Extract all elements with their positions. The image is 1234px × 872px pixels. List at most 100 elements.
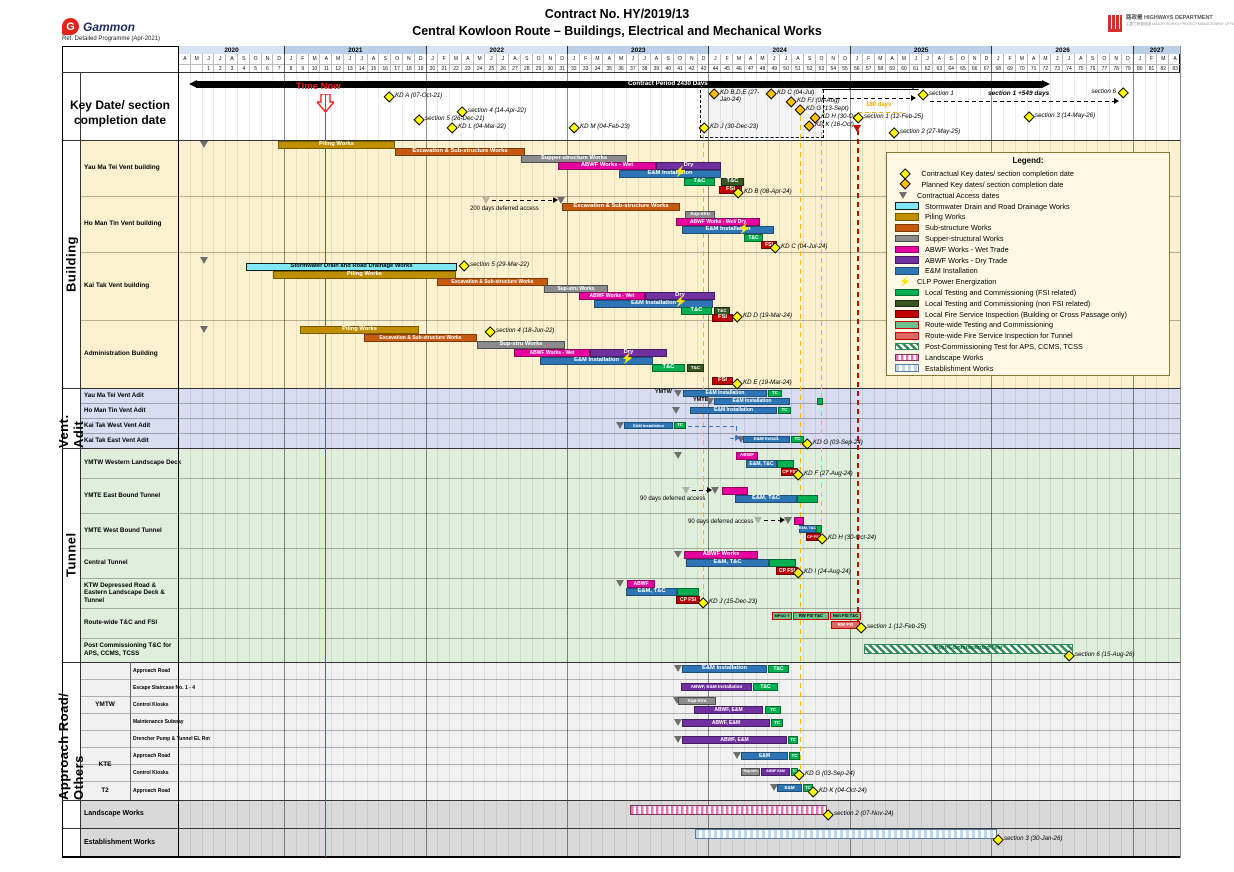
month-cell: A [885, 54, 898, 64]
month-number-cell: 13 [343, 64, 356, 73]
month-cell: J [637, 54, 651, 64]
gantt-bar-em: E&M Installation [540, 357, 653, 365]
month-number-cell: 16 [378, 64, 392, 73]
month-cell: S [236, 54, 250, 64]
month-cell: J [1062, 54, 1075, 64]
month-gridline [201, 72, 203, 858]
subgroup-label-ymtw: YMTW [95, 701, 115, 708]
key-date-row-label: Key Date/ section completion date [69, 98, 171, 127]
month-gridline [1050, 72, 1052, 858]
month-cell: O [814, 54, 828, 64]
month-cell: A [319, 54, 332, 64]
month-cell: J [484, 54, 497, 64]
gantt-bar-em: E&M, T&C [626, 588, 677, 596]
month-number-cell: 27 [508, 64, 521, 73]
row-separator [80, 578, 1180, 579]
band-separator [62, 140, 1180, 141]
year-cell: 2023 [567, 46, 709, 54]
year-gridline [567, 46, 568, 858]
row-label: Approach Road [133, 667, 171, 674]
month-number-cell: 83 [1168, 64, 1181, 73]
year-cell: 2025 [849, 46, 992, 54]
month-cell: M [590, 54, 604, 64]
bottom-border [62, 856, 1180, 858]
year-cell: 2026 [991, 46, 1133, 54]
gantt-bar-dry: ABWF, E&M [682, 719, 770, 727]
month-gridline [331, 72, 333, 858]
month-gridline [908, 72, 910, 858]
arrow-head [553, 197, 558, 203]
month-cell: D [1121, 54, 1134, 64]
legend: Legend: Contractual Key dates/ section co… [886, 152, 1170, 376]
access-date-triangle [674, 665, 682, 672]
month-cell: S [802, 54, 816, 64]
month-gridline [401, 72, 403, 858]
gantt-bar-em: E&M Installation [619, 170, 721, 178]
row-label: KTW Depressed Road & Eastern Landscape D… [84, 581, 165, 604]
gantt-bar-sub: Excavation & Sub-structure Works [364, 334, 477, 342]
dashed-arrow-line [930, 101, 1115, 103]
month-gridline [319, 72, 321, 858]
row-label: Kai Tak East Vent Adit [84, 436, 149, 444]
month-number-cell: 29 [531, 64, 545, 73]
band-separator [62, 388, 1180, 389]
month-number-cell: 51 [790, 64, 804, 73]
month-number-cell: 72 [1038, 64, 1052, 73]
legend-swatch-storm [895, 202, 919, 210]
gantt-bar-piling: Piling Works [278, 141, 395, 149]
month-cell: N [401, 54, 415, 64]
gantt-bar-rwtc: MFSO T [772, 612, 792, 620]
row-separator [80, 608, 1180, 609]
row-label: Landscape Works [84, 809, 144, 817]
access-date-triangle [770, 784, 778, 791]
key-date-label: KD J (30-Dec-23) [710, 123, 759, 130]
row-separator [80, 433, 1180, 434]
key-date-label: KD K (16-Oct) [815, 121, 854, 128]
month-number-cell: 3 [225, 64, 238, 73]
month-cell: J [920, 54, 934, 64]
red-arrow-head [853, 125, 861, 132]
access-date-triangle [737, 436, 745, 443]
month-gridline [932, 72, 934, 858]
key-date-label: KD C (04-Jul) [777, 89, 815, 96]
gantt-bar-wet: ABWF Works - Wet [579, 292, 645, 300]
row-separator [80, 548, 1180, 549]
band-separator [62, 448, 1180, 449]
gantt-bar-dry: ABWF E&M [761, 768, 790, 776]
month-gridline [897, 72, 899, 858]
month-gridline [967, 72, 969, 858]
row-label: Drencher Pump & Tunnel EL Rm [133, 735, 210, 742]
month-cell: M [755, 54, 769, 64]
gantt-bar-sub: Excavation & Sub-structure Works [395, 148, 525, 156]
month-cell: J [201, 54, 215, 64]
key-date-label: section 3 (30-Jan-26) [1004, 835, 1063, 842]
month-number-cell: 31 [555, 64, 568, 73]
month-cell: M [1038, 54, 1052, 64]
month-number-cell: 75 [1073, 64, 1087, 73]
month-gridline [1109, 72, 1111, 858]
row-separator [80, 730, 1180, 731]
row-separator [80, 403, 1180, 404]
access-date-triangle [733, 752, 741, 759]
gantt-bar-sub: Excavation & Sub-structure Works [437, 278, 548, 286]
month-cell: A [743, 54, 757, 64]
key-date-label: section 5 (26-Dec-21) [425, 115, 485, 122]
vertical-line [821, 123, 823, 540]
month-gridline [743, 72, 745, 858]
row-label: YMTE West Bound Tunnel [84, 526, 162, 534]
month-number-cell: 50 [779, 64, 792, 73]
month-gridline [390, 72, 392, 858]
year-cell: 2024 [708, 46, 850, 54]
band-separator [62, 800, 1180, 801]
month-cell: A [1026, 54, 1040, 64]
month-cell: N [1109, 54, 1122, 64]
legend-item-label: Local Testing and Commissioning (FSI rel… [925, 288, 1077, 298]
year-cell: 2020 [178, 46, 285, 54]
access-date-triangle [200, 141, 208, 148]
month-cell: S [661, 54, 674, 64]
row-label: Ho Man Tin Vent Adit [84, 406, 146, 414]
month-gridline [496, 72, 498, 858]
band-separator [62, 828, 1180, 829]
gantt-bar-rwtc: Non FSI T&C [830, 612, 861, 620]
month-gridline [543, 72, 545, 858]
